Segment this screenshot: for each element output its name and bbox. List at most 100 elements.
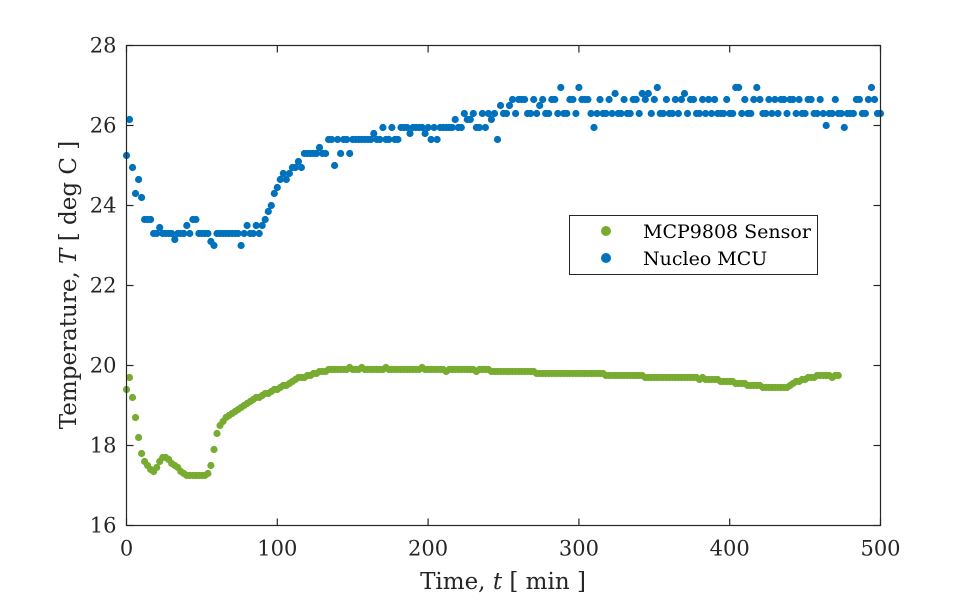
data-point: [720, 109, 728, 118]
data-point: [569, 95, 577, 104]
data-point: [605, 95, 613, 104]
y-tick-label: 22: [90, 274, 117, 298]
data-point: [828, 109, 836, 118]
data-point: [135, 433, 143, 442]
data-point: [539, 95, 547, 104]
data-point: [421, 129, 429, 138]
data-point: [204, 469, 212, 478]
data-point: [168, 229, 176, 238]
data-point: [801, 109, 809, 118]
data-point: [328, 135, 336, 144]
data-point: [469, 109, 477, 118]
y-tick-labels: 16 18 20 22 24 26 28: [90, 34, 117, 538]
data-point: [771, 95, 779, 104]
data-point: [424, 123, 432, 132]
data-points: [122, 83, 885, 480]
data-point: [451, 115, 459, 124]
data-point: [418, 123, 426, 132]
data-point: [813, 109, 821, 118]
data-point: [258, 221, 266, 230]
data-point: [536, 101, 544, 110]
data-point: [837, 109, 845, 118]
y-tick-label: 16: [90, 514, 117, 538]
data-point: [433, 135, 441, 144]
data-point: [496, 101, 505, 110]
data-point: [315, 143, 324, 152]
x-axis-label-var: t: [493, 569, 503, 595]
y-axis-label: Temperature, T [ deg C ]: [56, 141, 82, 430]
data-point: [822, 121, 830, 130]
data-point: [816, 95, 824, 104]
data-point: [147, 215, 155, 224]
data-point: [635, 109, 643, 118]
data-point: [741, 95, 749, 104]
data-point: [789, 95, 797, 104]
data-point: [756, 95, 764, 104]
y-axis-label-var: T: [56, 247, 82, 264]
data-point: [376, 135, 384, 144]
x-tick-label: 200: [408, 537, 448, 561]
data-point: [551, 95, 559, 104]
ticks: [125, 44, 882, 527]
data-point: [297, 163, 305, 172]
data-point: [774, 109, 782, 118]
data-point: [683, 109, 692, 118]
data-point: [708, 109, 716, 118]
y-tick-label: 18: [90, 434, 117, 458]
data-point: [590, 123, 598, 132]
data-point: [346, 149, 354, 158]
data-point: [834, 371, 842, 380]
data-point: [662, 95, 671, 104]
data-point: [557, 83, 565, 92]
data-point: [644, 89, 652, 98]
data-point: [125, 115, 134, 124]
data-point: [138, 193, 146, 202]
data-point: [638, 89, 646, 98]
data-point: [213, 429, 221, 438]
data-point: [620, 95, 628, 104]
data-point: [849, 109, 858, 118]
data-point: [131, 189, 140, 198]
data-point: [370, 129, 378, 138]
data-point: [204, 229, 212, 238]
data-point: [819, 109, 827, 118]
data-point: [448, 123, 456, 132]
data-point: [403, 123, 411, 132]
data-point: [783, 109, 791, 118]
data-point: [131, 413, 140, 422]
data-point: [780, 95, 788, 104]
data-point: [505, 101, 514, 110]
data-point: [261, 215, 269, 224]
data-point: [273, 183, 281, 192]
data-point: [343, 135, 351, 144]
data-point: [367, 135, 375, 144]
data-point: [264, 207, 272, 216]
data-point: [702, 109, 710, 118]
data-point: [608, 109, 616, 118]
data-point: [125, 373, 134, 382]
data-point: [460, 109, 468, 118]
data-point: [156, 223, 164, 232]
data-point: [466, 115, 474, 124]
legend-label-nucleo: Nucleo MCU: [643, 248, 767, 270]
y-axis-label-prefix: Temperature,: [56, 264, 82, 429]
data-point: [153, 229, 161, 238]
data-point: [457, 123, 465, 132]
data-point: [322, 149, 330, 158]
data-point: [768, 109, 776, 118]
data-point: [596, 95, 604, 104]
data-point: [545, 109, 553, 118]
data-point: [481, 123, 489, 132]
data-point: [864, 95, 873, 104]
data-point: [753, 83, 761, 92]
data-point: [502, 109, 511, 118]
data-point: [484, 109, 492, 118]
data-point: [237, 241, 245, 250]
data-point: [650, 95, 658, 104]
data-point: [747, 109, 755, 118]
data-point: [478, 109, 486, 118]
data-point: [632, 95, 640, 104]
data-point: [210, 241, 218, 250]
data-point: [153, 463, 161, 472]
